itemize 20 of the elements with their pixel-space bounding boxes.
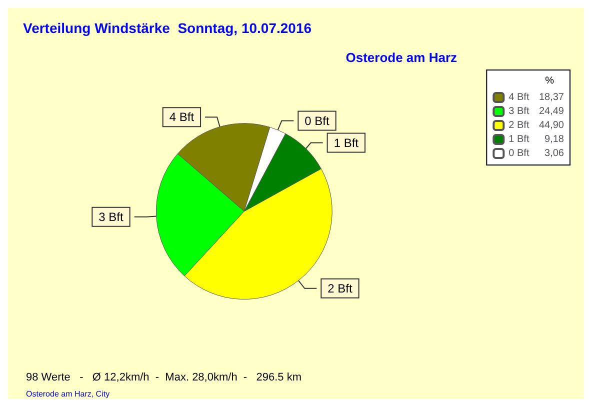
slice-label: 3 Bft [98, 210, 124, 224]
slice-label: 2 Bft [328, 281, 353, 296]
slice-label: 0 Bft [304, 114, 330, 128]
data-label: 18,37 [538, 92, 564, 103]
text: 98 Werte - Ø 12,2km/h - Max. 28,0km/h - 296.5 km [26, 372, 302, 384]
data-label: 9,18 [544, 134, 564, 145]
legend-label: 3 Bft [508, 106, 532, 117]
slice-label: 1 Bft [334, 136, 360, 150]
legend-label: 4 Bft [508, 92, 532, 103]
data-label: 24,49 [538, 106, 564, 117]
chart-subtitle: Osterode am Harz [346, 50, 458, 65]
data-label: 3,06 [544, 148, 564, 159]
data-label: 44,90 [538, 120, 564, 131]
chart-title: Verteilung Windstärke Sonntag, 10.07.2016 [23, 20, 312, 36]
legend-label: 0 Bft [508, 148, 532, 159]
slice-label: 4 Bft [169, 110, 195, 124]
text: Osterode am Harz, City [26, 390, 110, 398]
legend-title: % [545, 76, 554, 86]
legend-label: 1 Bft [508, 134, 532, 145]
legend-label: 2 Bft [508, 120, 532, 131]
